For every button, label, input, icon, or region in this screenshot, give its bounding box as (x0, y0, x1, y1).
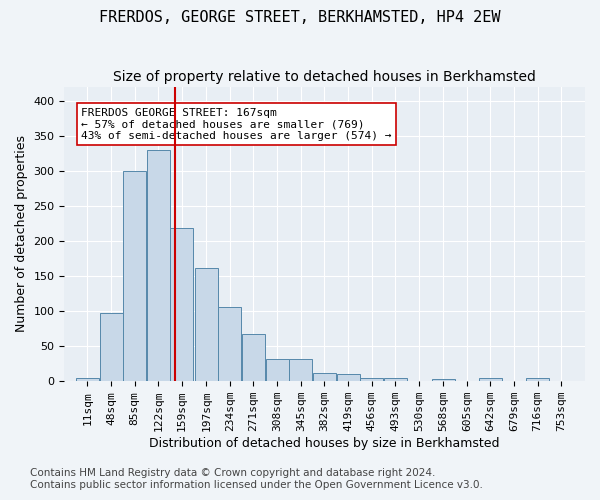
Text: Contains HM Land Registry data © Crown copyright and database right 2024.
Contai: Contains HM Land Registry data © Crown c… (30, 468, 483, 490)
Bar (242, 334, 265, 381)
Bar (526, 378, 549, 381)
Y-axis label: Number of detached properties: Number of detached properties (15, 136, 28, 332)
Bar (431, 379, 455, 381)
Bar (195, 268, 218, 381)
Bar (76, 378, 99, 381)
Bar (266, 359, 289, 381)
Bar (337, 374, 359, 381)
Bar (313, 373, 336, 381)
Bar (123, 172, 146, 381)
Bar (147, 150, 170, 381)
Title: Size of property relative to detached houses in Berkhamsted: Size of property relative to detached ho… (113, 70, 536, 84)
Bar (360, 378, 383, 381)
X-axis label: Distribution of detached houses by size in Berkhamsted: Distribution of detached houses by size … (149, 437, 500, 450)
Text: FRERDOS GEORGE STREET: 167sqm
← 57% of detached houses are smaller (769)
43% of : FRERDOS GEORGE STREET: 167sqm ← 57% of d… (82, 108, 392, 141)
Bar (100, 313, 122, 381)
Text: FRERDOS, GEORGE STREET, BERKHAMSTED, HP4 2EW: FRERDOS, GEORGE STREET, BERKHAMSTED, HP4… (99, 10, 501, 25)
Bar (218, 307, 241, 381)
Bar (479, 378, 502, 381)
Bar (289, 359, 312, 381)
Bar (170, 228, 193, 381)
Bar (384, 378, 407, 381)
